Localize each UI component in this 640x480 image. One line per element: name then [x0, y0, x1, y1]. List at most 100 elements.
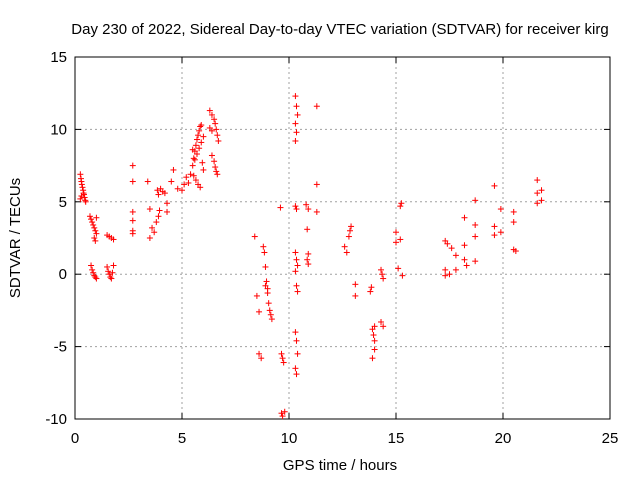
data-point: [78, 181, 85, 188]
data-point: [278, 410, 285, 417]
data-point: [86, 213, 93, 220]
data-point: [92, 237, 99, 244]
data-point: [129, 178, 136, 185]
data-point: [110, 262, 117, 269]
chart-title: Day 230 of 2022, Sidereal Day-to-day VTE…: [71, 21, 608, 38]
data-point: [292, 249, 299, 256]
data-point: [293, 129, 300, 136]
data-point: [279, 413, 286, 420]
data-point: [253, 292, 260, 299]
data-point: [280, 359, 287, 366]
data-point: [395, 265, 402, 272]
data-point: [206, 107, 213, 114]
data-point: [393, 239, 399, 246]
data-point: [352, 292, 359, 299]
data-point: [294, 350, 301, 357]
data-point: [491, 232, 498, 239]
data-point: [261, 249, 268, 256]
data-point: [129, 230, 136, 237]
data-point: [200, 166, 207, 173]
data-point: [93, 275, 100, 282]
data-point: [214, 132, 221, 139]
data-point: [497, 206, 504, 213]
data-point: [380, 275, 387, 282]
data-point: [212, 164, 219, 171]
data-point: [294, 288, 301, 295]
data-point: [256, 308, 263, 315]
data-point: [397, 203, 404, 210]
data-point: [442, 266, 449, 273]
data-point: [379, 271, 386, 278]
data-point: [267, 311, 274, 318]
data-point: [292, 329, 299, 336]
data-point: [262, 282, 269, 289]
data-point: [538, 197, 545, 204]
data-point: [91, 224, 98, 231]
data-point: [208, 152, 215, 159]
data-point: [193, 136, 200, 143]
data-point: [371, 346, 378, 353]
data-point: [398, 200, 405, 207]
data-point: [77, 195, 84, 202]
data-point: [345, 233, 352, 240]
data-point: [277, 204, 284, 211]
data-point: [191, 156, 198, 163]
data-point: [371, 337, 378, 344]
data-point: [446, 271, 453, 278]
x-tick-label: 25: [602, 430, 619, 447]
data-point: [206, 124, 213, 131]
data-point: [534, 177, 541, 184]
data-point: [491, 182, 498, 189]
data-point: [93, 230, 100, 237]
data-point: [281, 408, 288, 415]
data-point: [279, 355, 286, 362]
y-tick-label: 15: [50, 49, 67, 66]
data-point: [92, 227, 99, 234]
data-point: [472, 258, 479, 265]
data-point: [129, 208, 136, 215]
data-point: [192, 142, 199, 149]
data-point: [185, 179, 192, 186]
data-point: [88, 216, 95, 223]
data-point: [104, 263, 111, 270]
data-point: [399, 272, 406, 279]
data-point: [292, 268, 299, 275]
data-point: [472, 221, 479, 228]
data-point: [258, 355, 265, 362]
data-point: [198, 139, 205, 146]
data-point: [93, 214, 100, 221]
data-point: [153, 219, 160, 226]
data-point: [370, 332, 377, 339]
data-point: [189, 146, 196, 153]
data-point: [189, 162, 196, 169]
data-point: [213, 126, 220, 133]
data-point: [348, 223, 355, 230]
data-point: [81, 194, 88, 201]
data-point: [79, 184, 86, 191]
data-point: [292, 137, 299, 144]
data-point: [89, 266, 96, 273]
data-point: [369, 355, 376, 362]
data-point: [497, 229, 504, 236]
data-point: [510, 208, 517, 215]
data-point: [378, 266, 385, 273]
data-point: [82, 198, 89, 205]
y-tick-label: -5: [54, 339, 67, 356]
data-point: [442, 272, 449, 279]
data-point: [265, 300, 272, 307]
data-point: [149, 224, 156, 231]
data-point: [378, 318, 385, 325]
data-point: [155, 213, 162, 220]
data-point: [108, 275, 115, 282]
data-point: [367, 288, 374, 295]
data-point: [491, 223, 498, 230]
data-point: [304, 256, 311, 263]
data-point: [534, 200, 541, 207]
data-point: [448, 245, 455, 252]
data-point: [164, 200, 171, 207]
x-axis-label: GPS time / hours: [283, 457, 397, 474]
data-point: [343, 249, 350, 256]
data-point: [211, 116, 218, 123]
data-point: [452, 266, 459, 273]
x-tick-label: 15: [388, 430, 405, 447]
